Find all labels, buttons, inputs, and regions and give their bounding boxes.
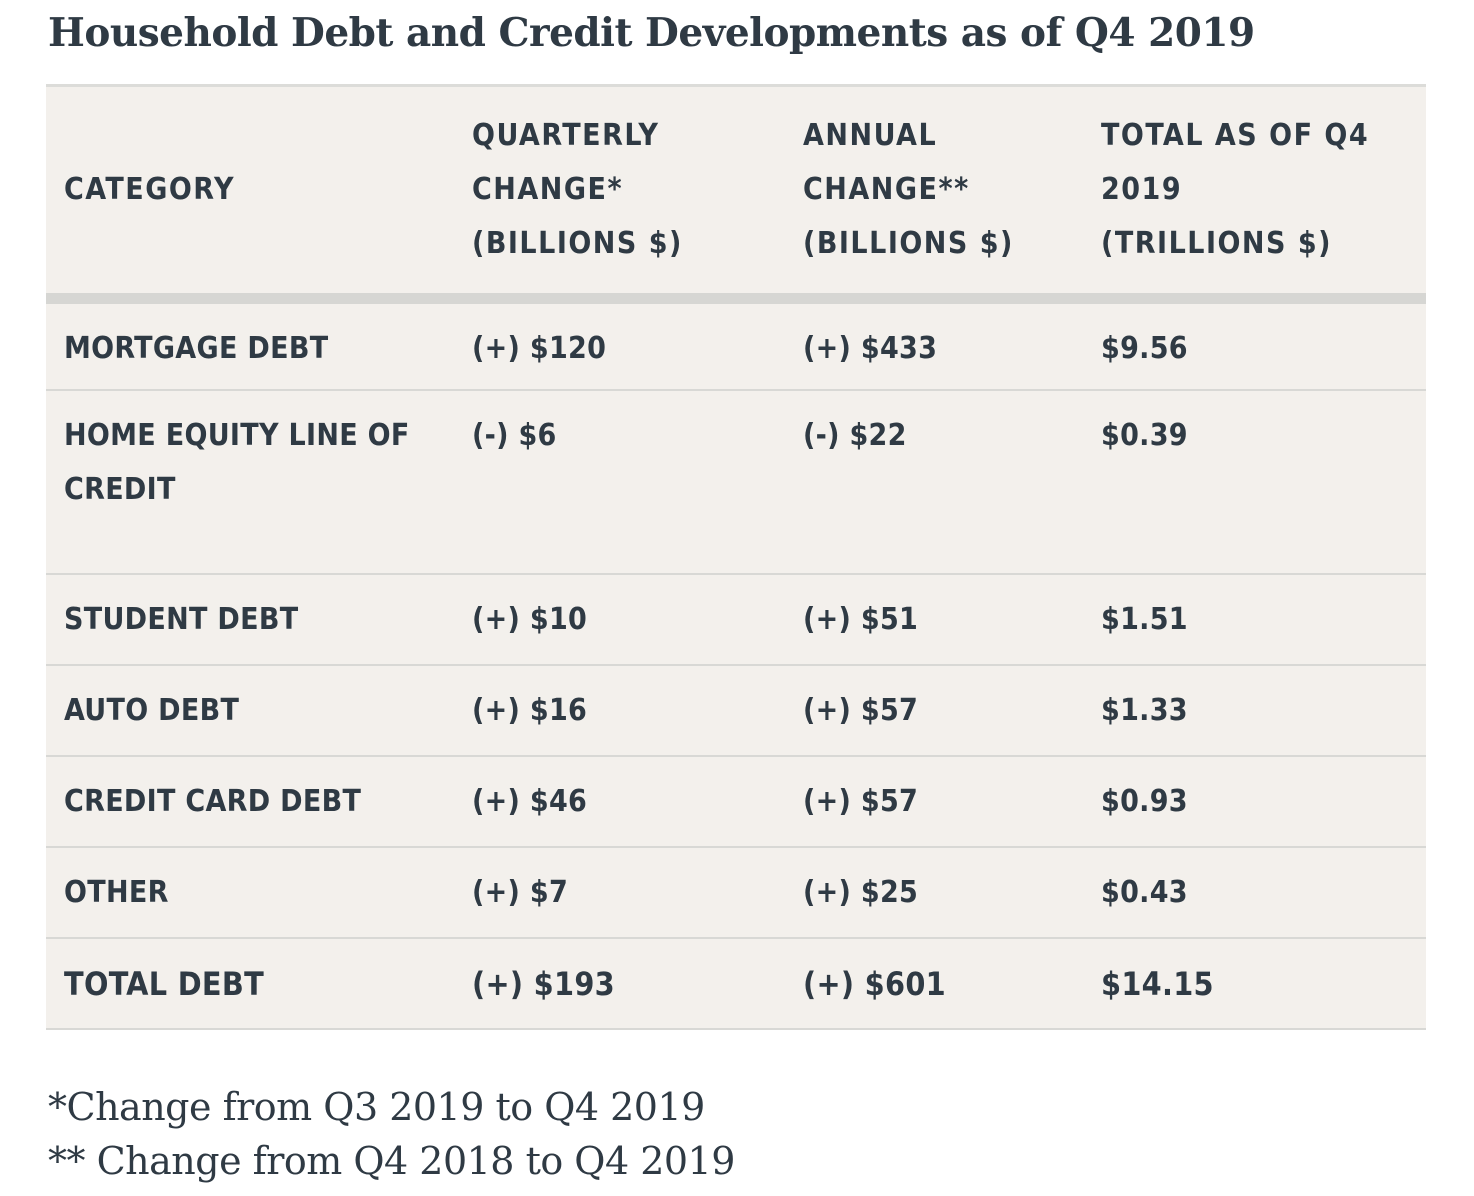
header-category: CATEGORY bbox=[46, 87, 454, 304]
cell-annual-change: (+) $601 bbox=[785, 937, 1083, 1030]
header-category-line: CATEGORY bbox=[64, 172, 235, 207]
header-line: ANNUAL bbox=[803, 118, 938, 153]
cell-category: MORTGAGE DEBT bbox=[46, 298, 454, 391]
cell-annual-change: (+) $57 bbox=[785, 664, 1083, 757]
cell-category: STUDENT DEBT bbox=[46, 573, 454, 666]
footnote-quarterly: *Change from Q3 2019 to Q4 2019 bbox=[48, 1085, 705, 1129]
cell-annual-change: (-) $22 bbox=[785, 389, 1083, 575]
header-line: CHANGE** bbox=[803, 172, 970, 207]
debt-table: CATEGORY QUARTERLY CHANGE* (BILLIONS $) … bbox=[46, 87, 1426, 1030]
cell-category: HOME EQUITY LINE OF CREDIT bbox=[46, 389, 454, 575]
header-total: TOTAL AS OF Q4 2019 (TRILLIONS $) bbox=[1083, 87, 1426, 304]
header-line: (BILLIONS $) bbox=[472, 226, 683, 261]
cell-total: $0.93 bbox=[1083, 755, 1426, 848]
header-line: (TRILLIONS $) bbox=[1101, 226, 1332, 261]
page-title: Household Debt and Credit Developments a… bbox=[48, 10, 1255, 56]
footnote-annual: ** Change from Q4 2018 to Q4 2019 bbox=[48, 1139, 735, 1183]
cell-category: TOTAL DEBT bbox=[46, 937, 454, 1030]
cell-category: CREDIT CARD DEBT bbox=[46, 755, 454, 848]
cell-category: OTHER bbox=[46, 846, 454, 939]
cell-quarterly-change: (+) $16 bbox=[454, 664, 785, 757]
cell-annual-change: (+) $433 bbox=[785, 298, 1083, 391]
debt-table-container: CATEGORY QUARTERLY CHANGE* (BILLIONS $) … bbox=[46, 84, 1426, 1030]
cell-annual-change: (+) $51 bbox=[785, 573, 1083, 666]
table-row-auto-debt: AUTO DEBT (+) $16 (+) $57 $1.33 bbox=[46, 664, 1426, 757]
table-row-mortgage-debt: MORTGAGE DEBT (+) $120 (+) $433 $9.56 bbox=[46, 298, 1426, 391]
cell-annual-change: (+) $25 bbox=[785, 846, 1083, 939]
footnotes: *Change from Q3 2019 to Q4 2019 ** Chang… bbox=[48, 1080, 735, 1188]
header-line: CHANGE* bbox=[472, 172, 624, 207]
header-annual-change: ANNUAL CHANGE** (BILLIONS $) bbox=[785, 87, 1083, 304]
header-line: (BILLIONS $) bbox=[803, 226, 1014, 261]
cell-total: $0.43 bbox=[1083, 846, 1426, 939]
table-row-other: OTHER (+) $7 (+) $25 $0.43 bbox=[46, 846, 1426, 939]
header-quarterly-change: QUARTERLY CHANGE* (BILLIONS $) bbox=[454, 87, 785, 304]
cell-total: $1.51 bbox=[1083, 573, 1426, 666]
cell-annual-change: (+) $57 bbox=[785, 755, 1083, 848]
cell-quarterly-change: (+) $120 bbox=[454, 298, 785, 391]
table-body: MORTGAGE DEBT (+) $120 (+) $433 $9.56 HO… bbox=[46, 298, 1426, 1030]
table-row-total-debt: TOTAL DEBT (+) $193 (+) $601 $14.15 bbox=[46, 937, 1426, 1030]
cell-total: $0.39 bbox=[1083, 389, 1426, 575]
table-row-credit-card-debt: CREDIT CARD DEBT (+) $46 (+) $57 $0.93 bbox=[46, 755, 1426, 848]
header-line: TOTAL AS OF Q4 bbox=[1101, 118, 1370, 153]
cell-quarterly-change: (+) $46 bbox=[454, 755, 785, 848]
header-row: CATEGORY QUARTERLY CHANGE* (BILLIONS $) … bbox=[46, 87, 1426, 304]
cell-total: $1.33 bbox=[1083, 664, 1426, 757]
cell-category: AUTO DEBT bbox=[46, 664, 454, 757]
header-line: 2019 bbox=[1101, 172, 1183, 207]
table-header: CATEGORY QUARTERLY CHANGE* (BILLIONS $) … bbox=[46, 87, 1426, 304]
cell-quarterly-change: (+) $10 bbox=[454, 573, 785, 666]
table-row-student-debt: STUDENT DEBT (+) $10 (+) $51 $1.51 bbox=[46, 573, 1426, 666]
cell-total: $9.56 bbox=[1083, 298, 1426, 391]
cell-quarterly-change: (+) $193 bbox=[454, 937, 785, 1030]
table-row-home-equity: HOME EQUITY LINE OF CREDIT (-) $6 (-) $2… bbox=[46, 389, 1426, 575]
header-line: QUARTERLY bbox=[472, 118, 660, 153]
cell-quarterly-change: (+) $7 bbox=[454, 846, 785, 939]
cell-total: $14.15 bbox=[1083, 937, 1426, 1030]
cell-quarterly-change: (-) $6 bbox=[454, 389, 785, 575]
